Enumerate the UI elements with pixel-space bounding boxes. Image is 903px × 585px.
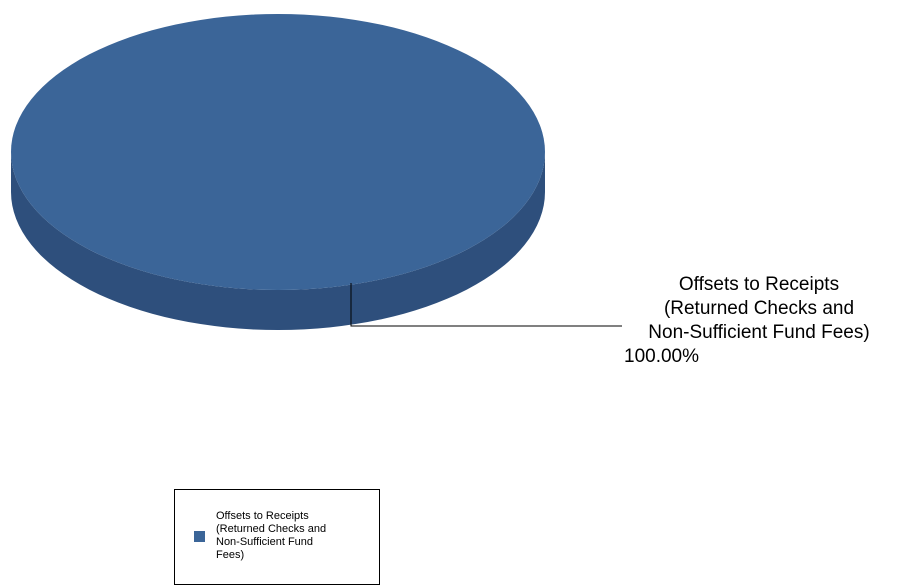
data-label-value: 100.00% <box>624 346 700 367</box>
data-label-name-line-2: (Returned Checks and <box>663 298 855 319</box>
pie-slice <box>11 14 545 290</box>
legend-label: Offsets to Receipts (Returned Checks and… <box>216 510 366 562</box>
legend-label-line-2: (Returned Checks and <box>216 523 327 535</box>
legend-swatch <box>194 531 205 542</box>
legend-label-line-1: Offsets to Receipts <box>216 510 309 522</box>
data-label-name-line-1: Offsets to Receipts <box>678 274 840 295</box>
data-label-leader-line <box>350 283 622 327</box>
legend: Offsets to Receipts (Returned Checks and… <box>174 489 380 585</box>
pie-slice-side <box>11 152 545 330</box>
legend-label-line-4: Fees) <box>216 549 245 561</box>
pie-slices <box>11 14 545 330</box>
legend-label-line-3: Non-Sufficient Fund <box>216 536 314 548</box>
data-label-name-line-3: Non-Sufficient Fund Fees) <box>648 322 870 343</box>
